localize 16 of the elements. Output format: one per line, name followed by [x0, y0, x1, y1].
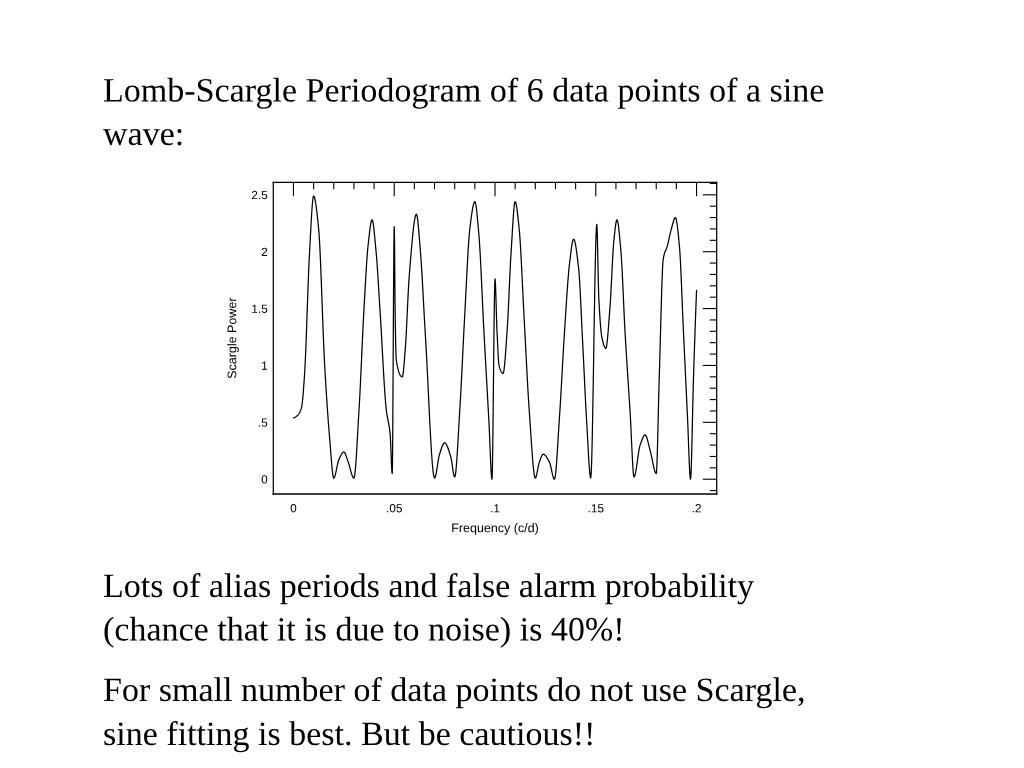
x-tick-label: .15 — [588, 504, 604, 513]
x-tick-label: 0 — [290, 504, 297, 513]
y-tick-label: 0 — [261, 475, 268, 484]
y-tick-label: 2 — [261, 247, 268, 256]
y-tick-label: 1.5 — [252, 304, 268, 313]
chart-title: Lomb-Scargle Periodogram of 6 data points of a sine wave: — [103, 77, 824, 146]
x-tick-label: .1 — [491, 504, 500, 513]
text: Lots of alias periods and false alarm probability (chance that it is due to noise) is 40%! — [103, 573, 754, 648]
y-axis-title: Scargle Power — [227, 297, 239, 379]
text: For small number of data points do not use Scargle, sine fitting is best. But be cautious!! — [103, 677, 804, 753]
y-tick-label: 1 — [262, 361, 268, 370]
y-tick-label: .5 — [258, 418, 268, 427]
y-tick-label: 2.5 — [251, 190, 268, 200]
x-axis-title: Frequency (c/d) — [452, 523, 538, 535]
x-tick-label: .2 — [692, 504, 701, 513]
x-tick-label: .05 — [387, 504, 402, 513]
